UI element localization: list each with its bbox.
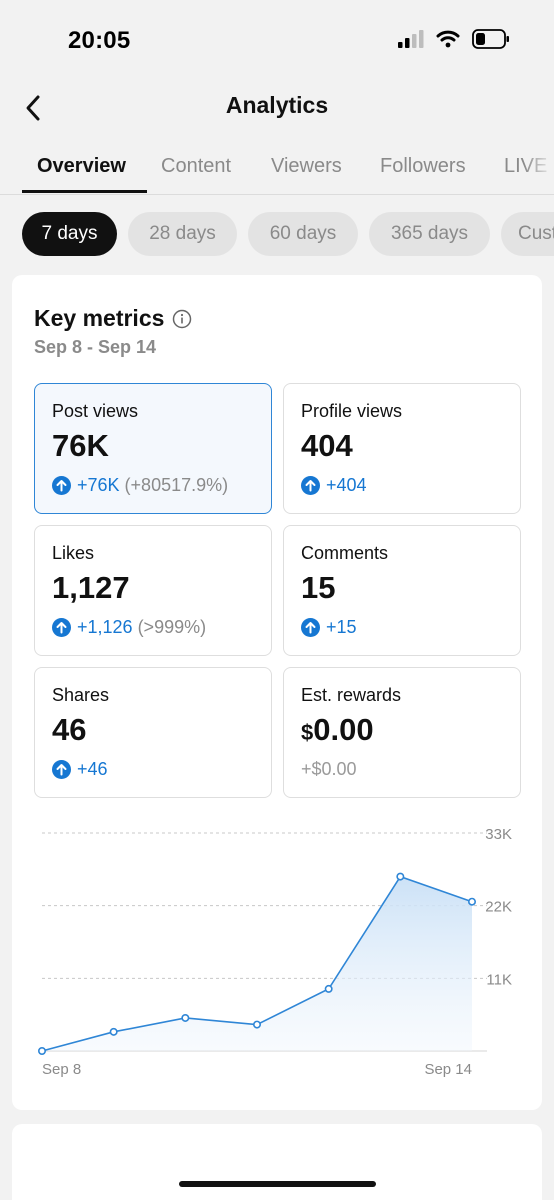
metric-change: +76K (+80517.9%) bbox=[52, 475, 228, 496]
metric-delta: +76K bbox=[77, 475, 120, 495]
metric-change: +1,126 (>999%) bbox=[52, 617, 206, 638]
metric-value: $0.00 bbox=[301, 712, 374, 748]
status-bar: 20:05 bbox=[0, 0, 554, 70]
metric-change: +404 bbox=[301, 475, 367, 496]
metric-delta: +1,126 bbox=[77, 617, 133, 637]
chip-28-days[interactable]: 28 days bbox=[128, 212, 237, 256]
active-tab-indicator bbox=[22, 190, 147, 193]
metric-value: 46 bbox=[52, 712, 87, 747]
key-metrics-title: Key metrics bbox=[34, 305, 192, 332]
page-title: Analytics bbox=[225, 92, 329, 118]
date-range-chips: 7 days 28 days 60 days 365 days Custom bbox=[0, 212, 554, 256]
home-indicator bbox=[179, 1181, 376, 1187]
x-tick-label: Sep 14 bbox=[424, 1061, 472, 1078]
x-tick-label: Sep 8 bbox=[42, 1061, 81, 1078]
metric-label: Likes bbox=[52, 543, 95, 563]
metric-label: Shares bbox=[52, 685, 110, 705]
y-tick-label: 11K bbox=[486, 971, 512, 988]
chart-point[interactable] bbox=[181, 1013, 190, 1022]
chip-custom[interactable]: Custom bbox=[501, 212, 554, 256]
battery-icon bbox=[472, 28, 510, 54]
tab-viewers[interactable]: Viewers bbox=[271, 155, 342, 177]
chip-60-days[interactable]: 60 days bbox=[248, 212, 358, 256]
status-time: 20:05 bbox=[68, 27, 131, 54]
chart-area bbox=[42, 876, 472, 1051]
metric-tile-profile-views[interactable]: Profile views 404 +404 bbox=[283, 383, 521, 514]
tab-bar: Overview Content Viewers Followers LIVE bbox=[0, 140, 554, 195]
wifi-icon bbox=[436, 30, 460, 53]
tabs-fade bbox=[524, 140, 554, 194]
next-section-card bbox=[12, 1124, 542, 1200]
metric-value: 404 bbox=[301, 428, 353, 463]
arrow-up-circle-icon bbox=[52, 476, 71, 495]
chart-point[interactable] bbox=[109, 1027, 118, 1036]
chart-point[interactable] bbox=[324, 984, 333, 993]
chart-point[interactable] bbox=[467, 897, 476, 906]
chip-7-days[interactable]: 7 days bbox=[22, 212, 117, 256]
arrow-up-circle-icon bbox=[52, 760, 71, 779]
metric-value: 76K bbox=[52, 428, 109, 463]
metric-delta: +$0.00 bbox=[301, 759, 357, 779]
arrow-up-circle-icon bbox=[52, 618, 71, 637]
y-tick-label: 22K bbox=[485, 899, 512, 916]
post-views-chart[interactable]: 11K 22K 33K Sep 8 Sep 14 bbox=[12, 815, 542, 1085]
metric-delta: +15 bbox=[326, 617, 357, 637]
metric-delta: +46 bbox=[77, 759, 108, 779]
arrow-up-circle-icon bbox=[301, 618, 320, 637]
metric-tile-likes[interactable]: Likes 1,127 +1,126 (>999%) bbox=[34, 525, 272, 656]
metric-label: Comments bbox=[301, 543, 389, 563]
key-metrics-heading: Key metrics bbox=[34, 305, 165, 331]
arrow-up-circle-icon bbox=[301, 476, 320, 495]
metric-change: +15 bbox=[301, 617, 357, 638]
metric-delta: +404 bbox=[326, 475, 367, 495]
tab-followers[interactable]: Followers bbox=[380, 155, 466, 177]
chart-point[interactable] bbox=[37, 1047, 46, 1056]
y-tick-label: 33K bbox=[485, 826, 512, 843]
metric-tile-est-rewards[interactable]: Est. rewards $0.00 +$0.00 bbox=[283, 667, 521, 798]
tab-content[interactable]: Content bbox=[161, 155, 232, 177]
metric-tile-post-views[interactable]: Post views 76K +76K (+80517.9%) bbox=[34, 383, 272, 514]
chevron-left-icon bbox=[26, 95, 40, 121]
metric-percent: (>999%) bbox=[137, 617, 207, 637]
chart-point[interactable] bbox=[253, 1020, 262, 1029]
metric-label: Est. rewards bbox=[301, 685, 402, 705]
back-button[interactable] bbox=[18, 90, 48, 126]
metric-percent: (+80517.9%) bbox=[124, 475, 229, 495]
signal-icon bbox=[398, 29, 424, 53]
metric-tile-shares[interactable]: Shares 46 +46 bbox=[34, 667, 272, 798]
date-range-label: Sep 8 - Sep 14 bbox=[34, 337, 157, 357]
chip-365-days[interactable]: 365 days bbox=[369, 212, 490, 256]
status-icons bbox=[398, 28, 510, 54]
metric-amount: 0.00 bbox=[313, 712, 374, 747]
metric-label: Post views bbox=[52, 401, 139, 421]
metric-change: +$0.00 bbox=[301, 759, 357, 780]
info-icon[interactable] bbox=[172, 309, 192, 329]
metric-change: +46 bbox=[52, 759, 108, 780]
metric-value: 15 bbox=[301, 570, 336, 605]
chart-point[interactable] bbox=[396, 872, 405, 881]
metric-value: 1,127 bbox=[52, 570, 130, 605]
metric-tile-comments[interactable]: Comments 15 +15 bbox=[283, 525, 521, 656]
tab-overview[interactable]: Overview bbox=[37, 155, 126, 177]
key-metrics-card: Key metrics Sep 8 - Sep 14 Post views 76… bbox=[12, 275, 542, 1110]
currency-symbol: $ bbox=[301, 720, 314, 745]
metric-label: Profile views bbox=[301, 401, 403, 421]
